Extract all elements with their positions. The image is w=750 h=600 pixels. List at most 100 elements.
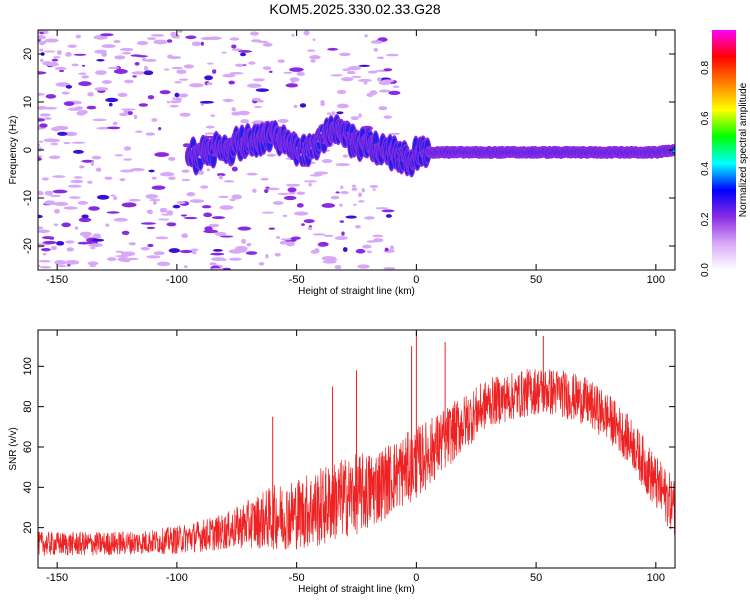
noise-cell — [336, 111, 344, 115]
noise-cell — [327, 47, 339, 51]
noise-cell — [366, 250, 372, 254]
noise-cell — [260, 177, 269, 181]
noise-cell — [211, 69, 217, 74]
noise-cell — [77, 201, 89, 205]
noise-cell — [96, 58, 105, 62]
noise-cell — [171, 66, 183, 70]
noise-cell — [38, 264, 41, 268]
noise-cell — [231, 194, 243, 200]
noise-cell — [174, 80, 182, 84]
noise-cell — [219, 205, 234, 210]
noise-cell — [134, 61, 140, 66]
noise-cell — [150, 33, 165, 37]
x-tick-label: -100 — [166, 572, 188, 584]
noise-cell — [221, 51, 227, 54]
noise-cell — [362, 244, 372, 249]
noise-cell — [336, 103, 349, 109]
noise-cell — [183, 216, 198, 220]
noise-cell — [229, 37, 240, 41]
noise-cell — [339, 52, 351, 57]
noise-cell — [151, 176, 157, 180]
noise-cell — [392, 85, 400, 88]
noise-cell — [357, 264, 370, 269]
noise-cell — [322, 260, 337, 264]
noise-cell — [87, 261, 99, 266]
y-tick-label: 20 — [22, 522, 34, 534]
noise-cell — [147, 243, 154, 248]
noise-cell — [204, 132, 216, 135]
noise-cell — [114, 154, 124, 157]
noise-cell — [113, 68, 128, 74]
noise-cell — [351, 187, 358, 191]
noise-cell — [153, 39, 168, 45]
noise-cell — [128, 242, 137, 246]
y-tick-label: -10 — [22, 190, 34, 206]
noise-cell — [101, 44, 116, 49]
noise-cell — [192, 250, 197, 255]
noise-cell — [157, 218, 170, 221]
noise-cell — [185, 35, 197, 40]
colorbar-tick-label: 0.4 — [700, 162, 711, 176]
noise-cell — [66, 247, 75, 252]
noise-cell — [235, 63, 244, 68]
noise-cell — [283, 71, 293, 74]
heatmap-cells — [38, 30, 675, 270]
noise-cell — [151, 118, 158, 122]
noise-cell — [330, 195, 340, 200]
noise-cell — [296, 71, 305, 76]
noise-cell — [145, 132, 156, 136]
noise-cell — [210, 114, 216, 118]
noise-cell — [38, 226, 44, 230]
noise-cell — [55, 82, 70, 87]
noise-cell — [89, 264, 97, 268]
noise-cell — [146, 37, 157, 41]
noise-cell — [229, 71, 244, 75]
noise-cell — [38, 146, 43, 152]
noise-cell — [95, 167, 102, 172]
noise-cell — [246, 242, 252, 247]
noise-cell — [261, 211, 275, 214]
noise-cell — [277, 118, 289, 123]
snr-panel: -150 -100 -50 0 50 100 20 40 60 80 100 Height of st… — [8, 329, 676, 595]
noise-cell — [108, 102, 113, 107]
y-tick-label: 40 — [22, 481, 34, 493]
noise-cell — [310, 249, 320, 254]
noise-cell — [133, 114, 138, 119]
noise-cell — [206, 62, 214, 65]
x-tick-label: 50 — [530, 274, 542, 286]
noise-cell — [347, 66, 362, 71]
noise-cell — [323, 234, 334, 238]
noise-cell — [123, 146, 132, 151]
noise-cell — [361, 188, 365, 193]
noise-cell — [334, 236, 348, 241]
noise-cell — [216, 173, 226, 177]
noise-cell — [312, 233, 326, 236]
noise-cell — [334, 265, 342, 270]
noise-cell — [299, 103, 307, 108]
noise-cell — [90, 161, 95, 167]
noise-cell — [63, 101, 75, 106]
noise-cell — [172, 204, 181, 209]
noise-cell — [376, 56, 385, 60]
noise-cell — [153, 251, 165, 256]
noise-cell — [146, 226, 156, 230]
noise-cell — [43, 106, 58, 110]
noise-cell — [321, 159, 333, 164]
noise-cell — [104, 176, 113, 180]
noise-cell — [211, 257, 226, 261]
noise-cell — [105, 223, 110, 227]
noise-cell — [274, 252, 281, 257]
noise-cell — [38, 214, 43, 219]
noise-cell — [231, 44, 237, 49]
noise-cell — [224, 98, 233, 103]
noise-cell — [211, 216, 226, 220]
noise-cell — [41, 177, 49, 181]
noise-cell — [86, 105, 97, 110]
noise-cell — [54, 260, 67, 265]
noise-cell — [283, 195, 297, 201]
noise-cell — [264, 189, 269, 194]
noise-cell — [172, 97, 176, 100]
noise-cell — [94, 49, 108, 54]
noise-cell — [342, 154, 349, 158]
noise-cell — [67, 184, 82, 188]
